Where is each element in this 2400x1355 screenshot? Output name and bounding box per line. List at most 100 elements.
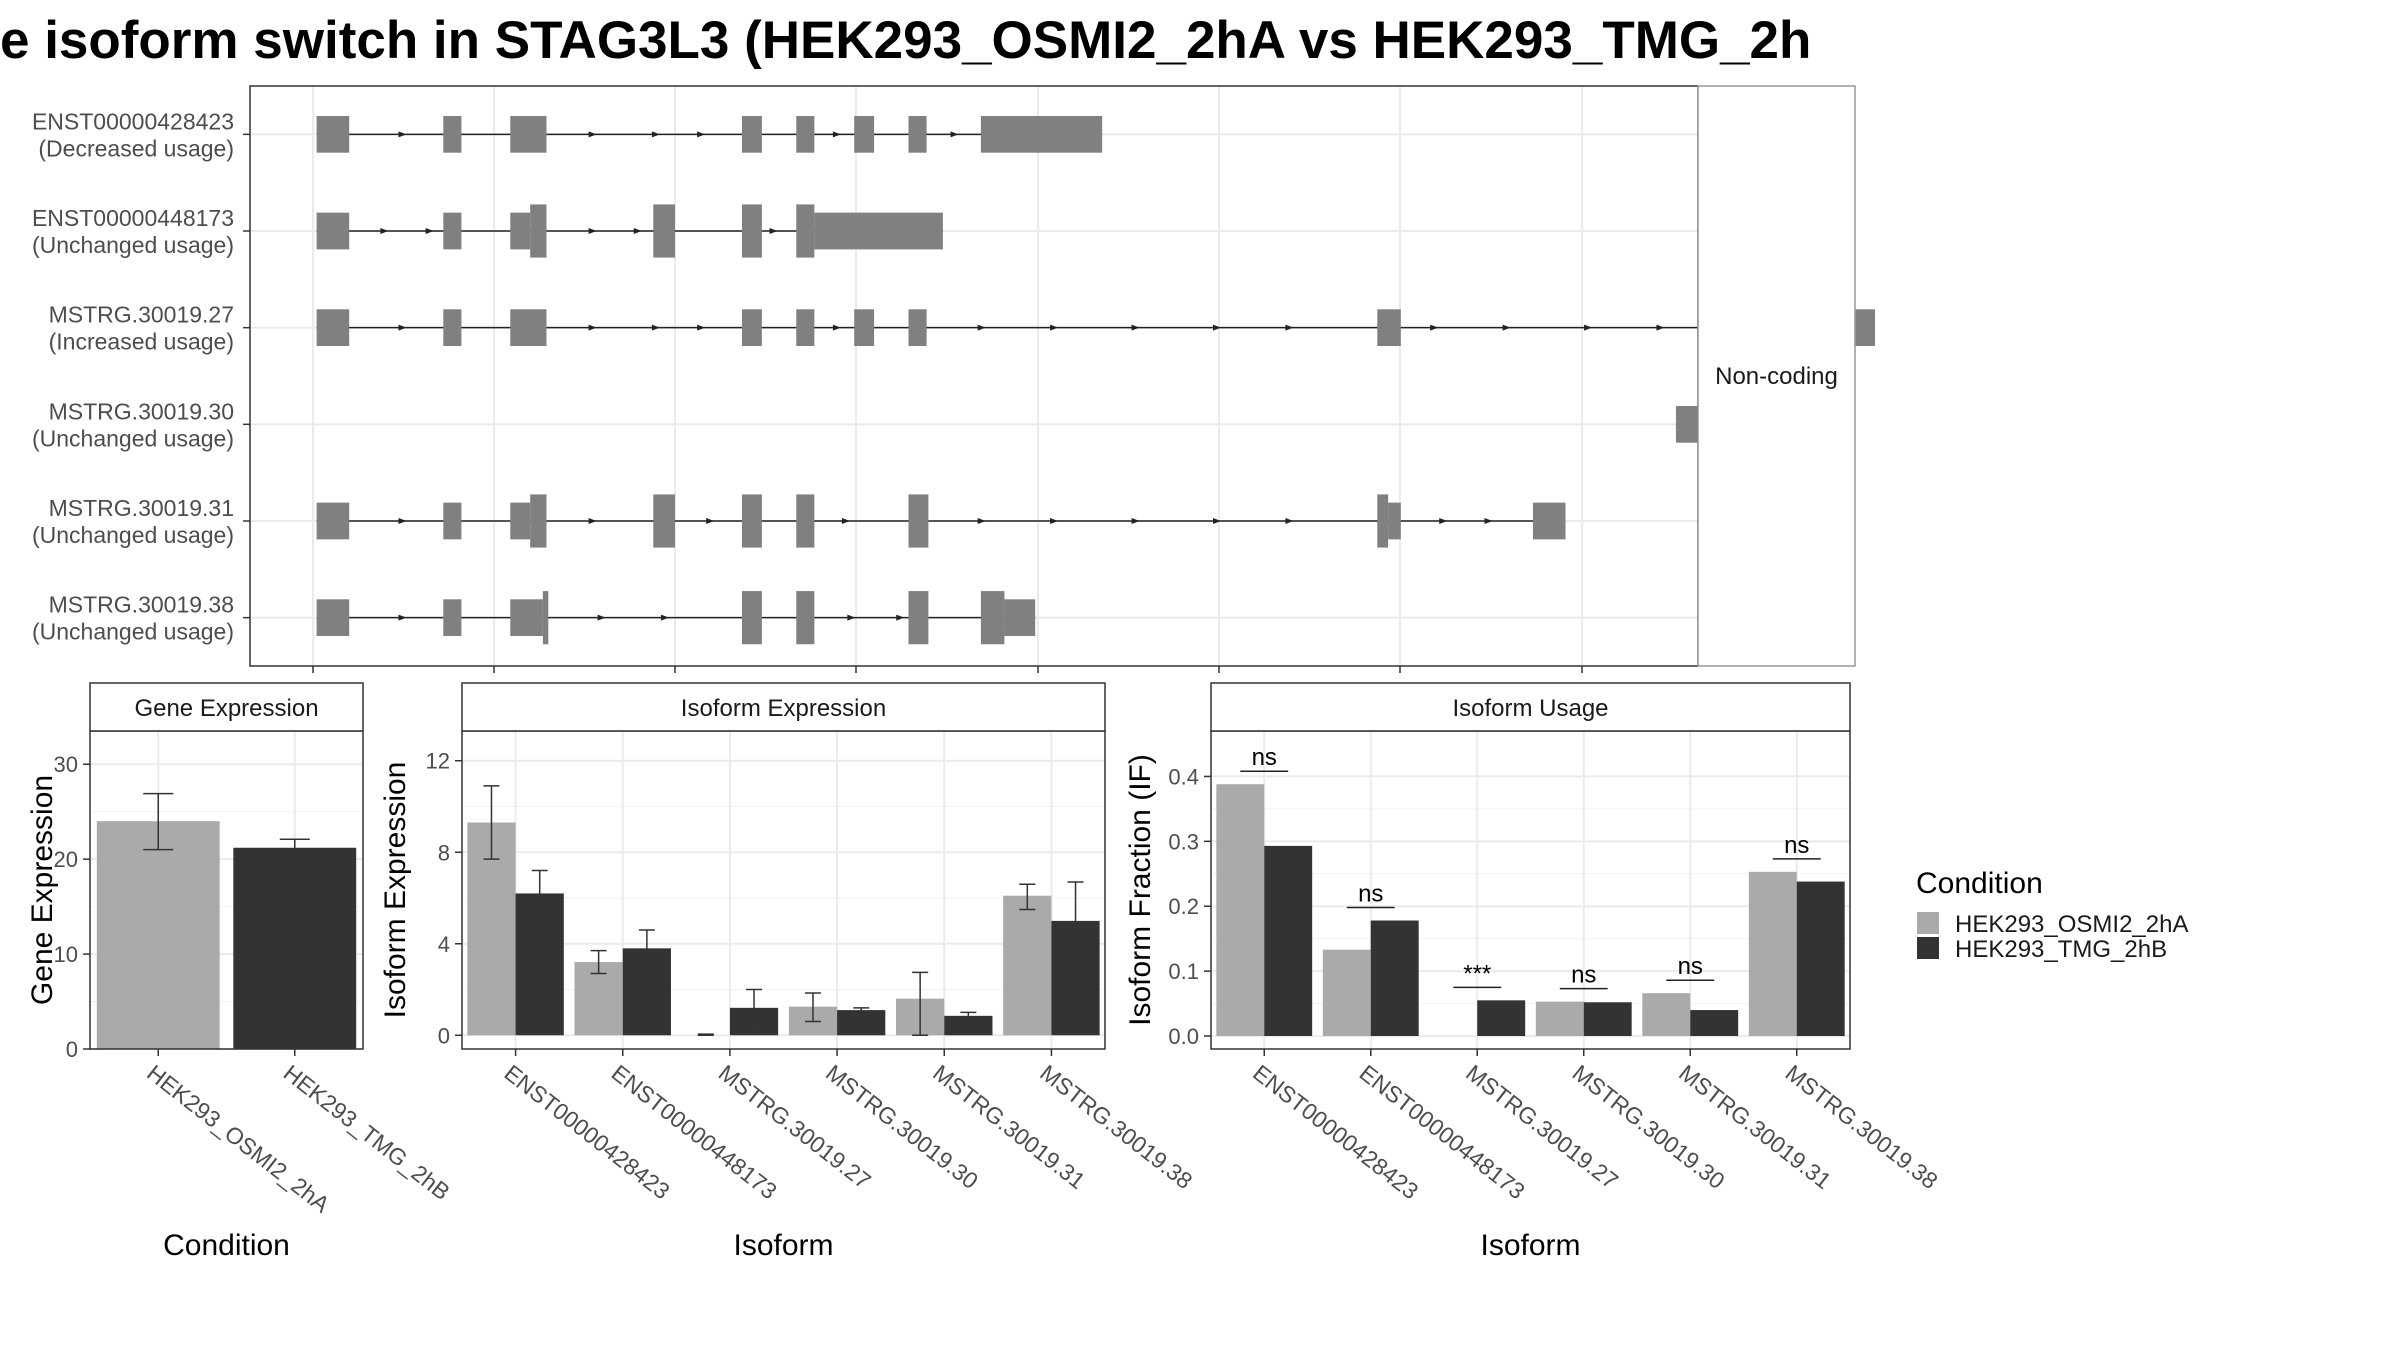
plot-background	[1211, 731, 1850, 1049]
strand-arrow	[588, 518, 597, 524]
exon-block	[443, 115, 462, 153]
panel-strip	[461, 682, 1106, 732]
transcript-id-label: ENST00000428423	[32, 108, 234, 134]
exon-block	[1388, 502, 1401, 540]
bar	[233, 847, 357, 1049]
strand-arrow	[588, 324, 597, 331]
exon-block	[741, 204, 762, 258]
strand-arrow	[847, 614, 856, 621]
exon-block	[908, 115, 927, 153]
non-coding-strip-label: Non-coding	[1715, 363, 1838, 390]
strand-arrow	[1285, 518, 1294, 524]
bar	[1370, 920, 1419, 1037]
exon-block	[653, 494, 675, 548]
exon-block	[1377, 309, 1401, 347]
x-axis-title: Condition	[163, 1229, 290, 1262]
strand-arrow	[588, 131, 597, 138]
exon-block	[741, 494, 762, 548]
strand-arrow	[706, 518, 715, 524]
strand-arrow	[832, 131, 841, 138]
significance-label: ns	[1784, 832, 1809, 859]
exon-block	[542, 591, 549, 645]
exon-block	[443, 502, 462, 540]
strand-arrow	[697, 324, 706, 331]
exon-block	[316, 115, 350, 153]
bar	[1264, 845, 1313, 1037]
bar	[944, 1015, 993, 1036]
strand-arrow	[1131, 324, 1140, 331]
legend-label: HEK293_TMG_2hB	[1955, 936, 2167, 963]
transcript-usage-label: (Unchanged usage)	[32, 232, 234, 258]
structure-strip-box	[1697, 85, 1856, 667]
plot-background	[462, 731, 1105, 1049]
bar	[1583, 1002, 1632, 1037]
y-tick-label: 20	[54, 847, 78, 872]
y-axis-title: Isoform Expression	[379, 762, 412, 1019]
panel-strip	[1210, 682, 1851, 732]
strand-arrow	[1050, 324, 1059, 331]
exon-block	[530, 494, 547, 548]
strand-arrow	[1131, 518, 1140, 524]
strand-arrow	[832, 324, 841, 331]
strand-arrow	[425, 228, 434, 234]
strand-arrow	[380, 228, 389, 234]
exon-block	[316, 309, 350, 347]
exon-block	[530, 204, 547, 258]
exon-block	[1004, 599, 1036, 637]
bar	[1796, 881, 1845, 1037]
strand-arrow	[651, 131, 660, 138]
strand-arrow	[1484, 518, 1493, 524]
y-tick-label: 12	[426, 749, 450, 774]
bar	[1690, 1010, 1739, 1037]
isoform-expression-chart: Isoform Expression04812ENST00000428423EN…	[379, 682, 1197, 1262]
panel-title: Isoform Expression	[681, 695, 886, 722]
strand-arrow	[597, 614, 606, 621]
strand-arrow	[1285, 324, 1294, 331]
strand-arrow	[1213, 518, 1221, 524]
significance-label: ns	[1678, 953, 1703, 980]
figure-title: e isoform switch in STAG3L3 (HEK293_OSMI…	[0, 11, 1811, 70]
bar	[96, 821, 220, 1049]
y-axis-title: Gene Expression	[26, 775, 59, 1005]
exon-block	[796, 309, 815, 347]
bar	[1216, 784, 1265, 1037]
strand-arrow	[660, 614, 669, 621]
bar	[1535, 1001, 1584, 1037]
bar	[574, 962, 623, 1036]
bar	[1003, 895, 1052, 1036]
transcript-structure-panel: ENST00000428423(Decreased usage) ENST0000…	[32, 85, 1876, 673]
strand-arrow	[1502, 324, 1511, 331]
exon-block	[510, 212, 531, 250]
strand-arrow	[977, 518, 986, 524]
exon-block	[1532, 502, 1566, 540]
exon-block	[980, 115, 1103, 153]
bar	[1322, 949, 1371, 1037]
transcript-id-label: MSTRG.30019.31	[49, 495, 234, 521]
strand-arrow	[1439, 518, 1448, 524]
legend-swatch	[1917, 937, 1939, 959]
y-tick-label: 0	[438, 1023, 450, 1048]
strand-arrow	[841, 518, 850, 524]
panel-title: Gene Expression	[134, 695, 318, 722]
legend-label: HEK293_OSMI2_2hA	[1955, 911, 2188, 938]
exon-block	[854, 309, 875, 347]
strand-arrow	[896, 614, 905, 621]
bar	[1477, 1000, 1526, 1037]
y-tick-label: 0	[66, 1037, 78, 1062]
strand-arrow	[1430, 324, 1439, 331]
exon-block	[741, 591, 762, 645]
y-tick-label: 4	[438, 932, 450, 957]
transcript-id-label: MSTRG.30019.27	[49, 302, 234, 328]
exon-block	[316, 599, 350, 637]
exon-block	[741, 115, 762, 153]
exon-block	[908, 494, 929, 548]
y-tick-label: 8	[438, 840, 450, 865]
y-tick-label: 0.4	[1168, 764, 1199, 789]
significance-label: ***	[1463, 960, 1491, 987]
y-axis-title: Isoform Fraction (IF)	[1124, 754, 1157, 1026]
y-tick-label: 0.2	[1168, 894, 1199, 919]
strand-arrow	[633, 228, 642, 234]
strand-arrow	[398, 614, 407, 621]
strand-arrow	[398, 131, 407, 138]
